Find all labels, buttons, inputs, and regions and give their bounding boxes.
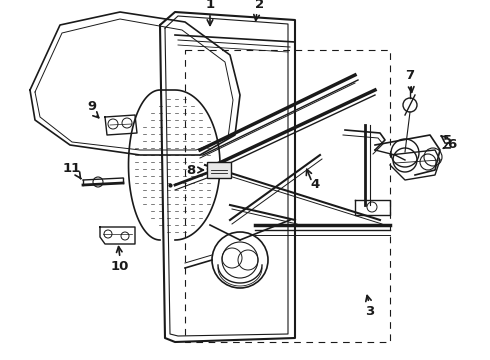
FancyBboxPatch shape <box>207 162 231 178</box>
Text: 2: 2 <box>255 0 265 11</box>
Text: 7: 7 <box>405 69 415 82</box>
Text: 9: 9 <box>87 100 97 113</box>
Text: 8: 8 <box>186 163 195 176</box>
Text: 6: 6 <box>447 139 456 152</box>
Text: 1: 1 <box>205 0 215 11</box>
Text: 4: 4 <box>310 179 319 192</box>
Text: 10: 10 <box>111 260 129 273</box>
Text: 5: 5 <box>443 134 452 147</box>
Text: 11: 11 <box>63 162 81 175</box>
Text: 3: 3 <box>366 305 375 318</box>
